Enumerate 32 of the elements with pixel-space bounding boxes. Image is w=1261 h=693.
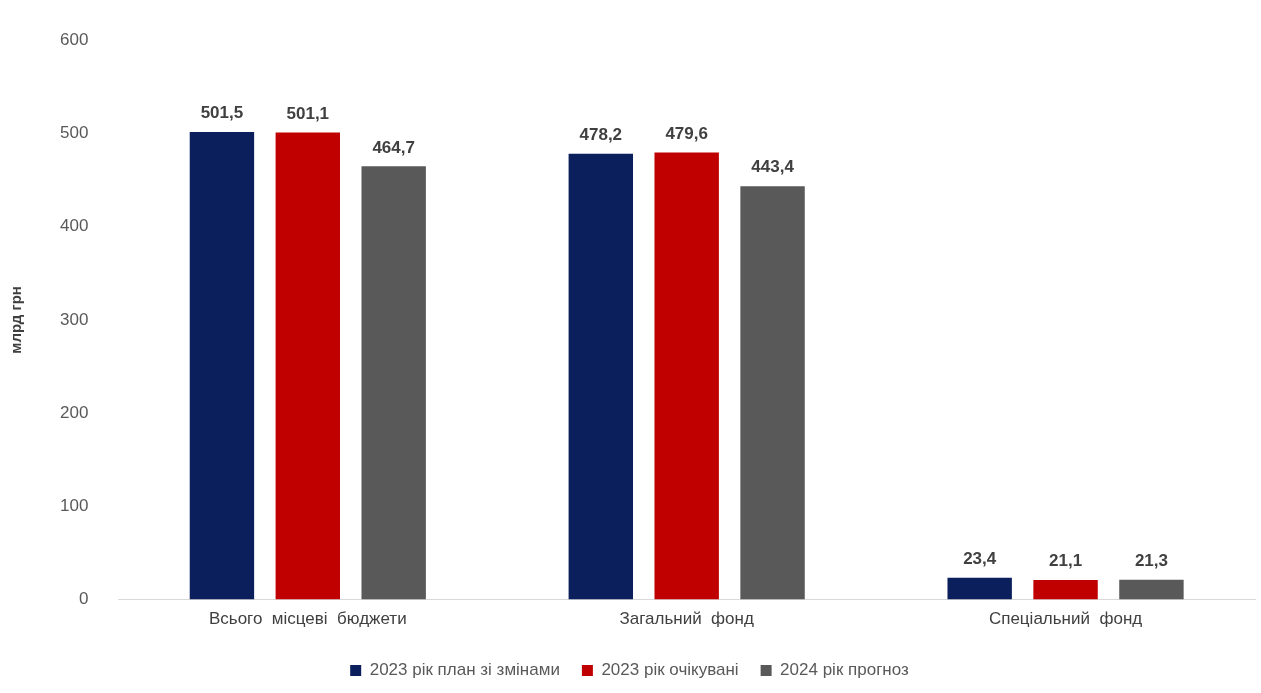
y-tick-label: 100 xyxy=(59,496,89,516)
y-axis-title: млрд грн xyxy=(7,286,25,354)
data-label: 478,2 xyxy=(579,124,623,144)
x-tick-label: Всього місцеві бюджети xyxy=(208,609,407,629)
data-label: 501,1 xyxy=(286,103,330,123)
y-tick-label: 600 xyxy=(59,29,89,49)
bar xyxy=(189,132,255,600)
bar xyxy=(361,166,426,600)
data-label: 443,4 xyxy=(751,157,795,177)
x-tick-label: Спеціальний фонд xyxy=(988,609,1143,629)
y-tick-label: 500 xyxy=(59,123,89,143)
y-tick-label: 300 xyxy=(59,309,89,329)
y-tick-label: 400 xyxy=(59,216,89,236)
y-tick-label: 200 xyxy=(59,402,89,422)
bar xyxy=(740,186,805,600)
data-label: 464,7 xyxy=(372,137,415,157)
legend-label: 2024 рік прогноз xyxy=(780,660,910,680)
legend-label: 2023 рік план зі змінами xyxy=(369,660,560,680)
bar xyxy=(568,153,634,600)
data-label: 501,5 xyxy=(200,103,244,123)
bar xyxy=(947,577,1012,600)
bar xyxy=(654,152,719,600)
bar xyxy=(1119,579,1184,600)
bar xyxy=(275,132,341,600)
legend-label: 2023 рік очікувані xyxy=(601,660,739,680)
x-tick-label: Загальний фонд xyxy=(619,609,754,629)
bar xyxy=(1033,579,1098,600)
data-label: 21,3 xyxy=(1134,550,1168,570)
data-label: 21,1 xyxy=(1049,551,1083,571)
data-label: 23,4 xyxy=(963,548,997,568)
y-tick-label: 0 xyxy=(78,589,89,609)
data-label: 479,6 xyxy=(665,123,708,143)
